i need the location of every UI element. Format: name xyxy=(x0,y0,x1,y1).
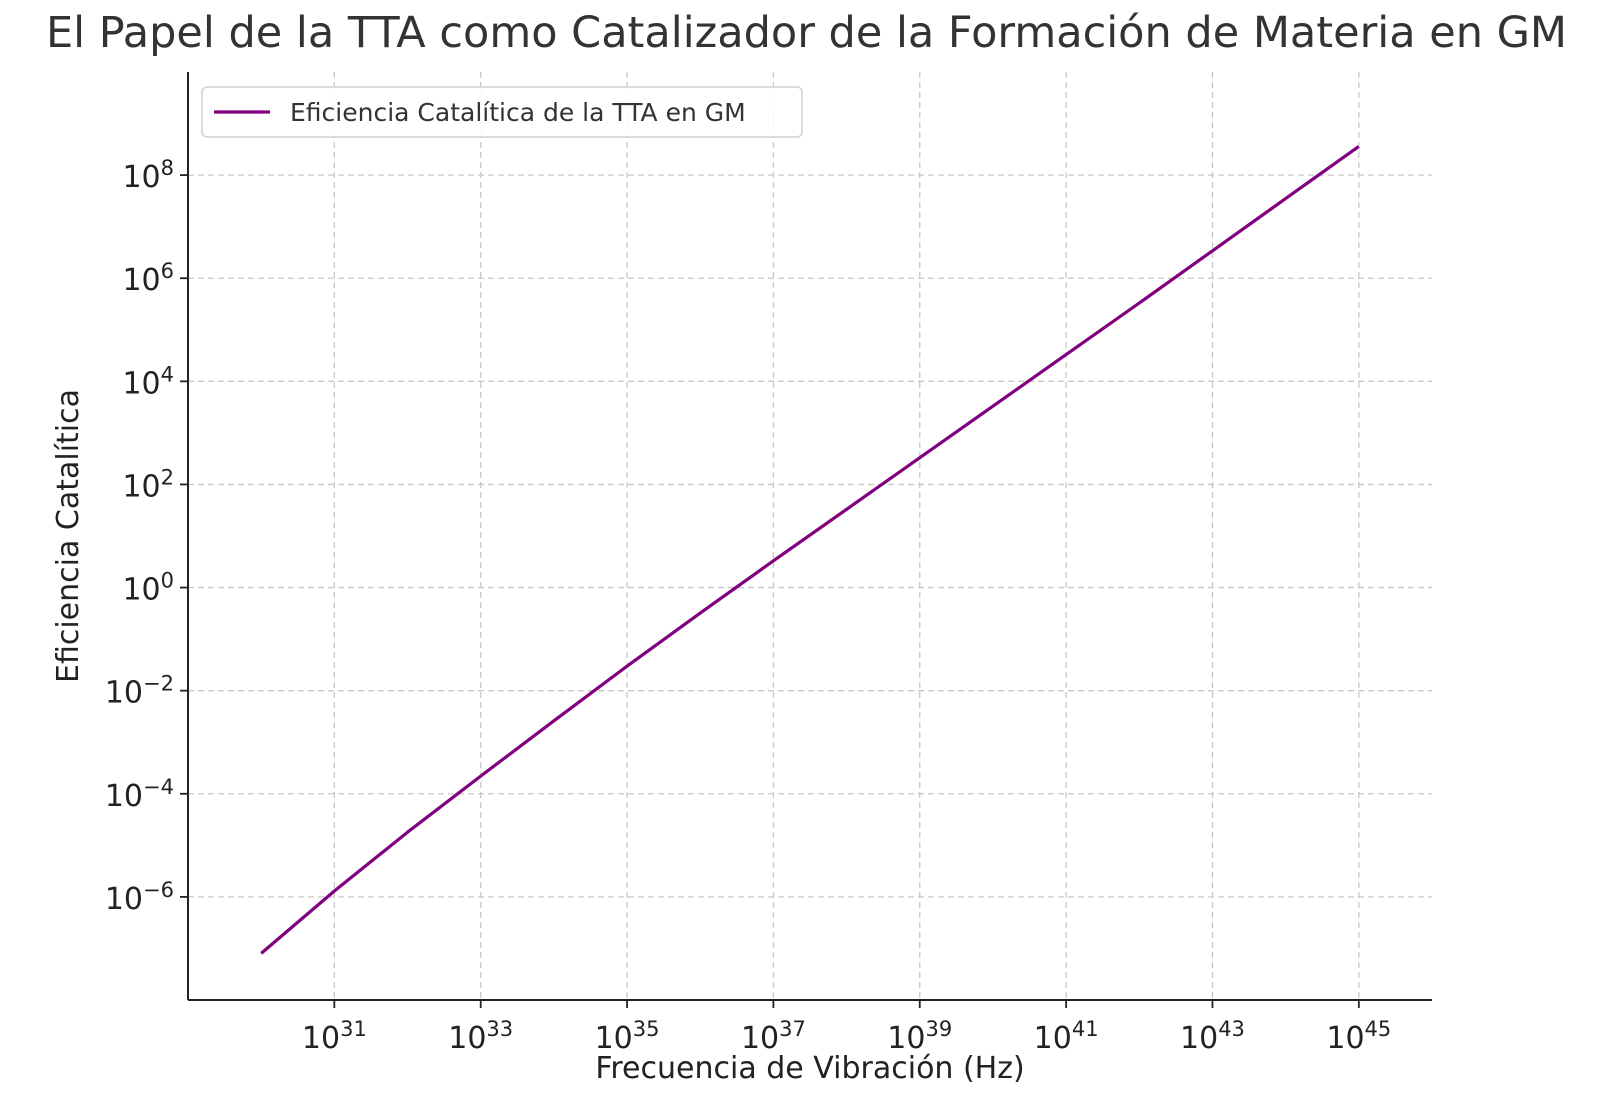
x-tick-label: 1045 xyxy=(1326,1017,1391,1056)
y-tick-label: 100 xyxy=(122,569,174,608)
legend-label: Eficiencia Catalítica de la TTA en GM xyxy=(290,98,746,127)
y-axis-label: Eficiencia Catalítica xyxy=(51,389,86,683)
y-tick-labels: 10−6 10−4 10−2 100 102 104 106 108 xyxy=(105,156,174,917)
y-tick-label: 10−6 xyxy=(105,878,174,917)
x-tick-label: 1035 xyxy=(595,1017,660,1056)
x-tick-label: 1039 xyxy=(887,1017,952,1056)
x-tick-label: 1043 xyxy=(1180,1017,1245,1056)
x-tick-label: 1033 xyxy=(448,1017,513,1056)
chart-title: El Papel de la TTA como Catalizador de l… xyxy=(45,8,1568,58)
x-axis-label: Frecuencia de Vibración (Hz) xyxy=(595,1051,1024,1086)
axes xyxy=(180,72,1432,1008)
x-tick-label: 1037 xyxy=(741,1017,806,1056)
y-tick-label: 10−2 xyxy=(105,672,174,711)
y-tick-label: 106 xyxy=(122,259,174,298)
x-tick-label: 1031 xyxy=(302,1017,367,1056)
y-tick-label: 10−4 xyxy=(105,775,174,814)
x-tick-label: 1041 xyxy=(1034,1017,1099,1056)
x-tick-labels: 1031 1033 1035 1037 1039 1041 1043 1045 xyxy=(302,1017,1391,1056)
series-layer xyxy=(260,145,1360,955)
y-tick-label: 108 xyxy=(122,156,174,195)
legend: Eficiencia Catalítica de la TTA en GM xyxy=(201,86,803,138)
series-line xyxy=(260,145,1360,955)
grid xyxy=(188,72,1432,1000)
y-tick-label: 104 xyxy=(122,362,174,401)
legend-box xyxy=(201,86,803,138)
y-tick-label: 102 xyxy=(122,465,174,504)
